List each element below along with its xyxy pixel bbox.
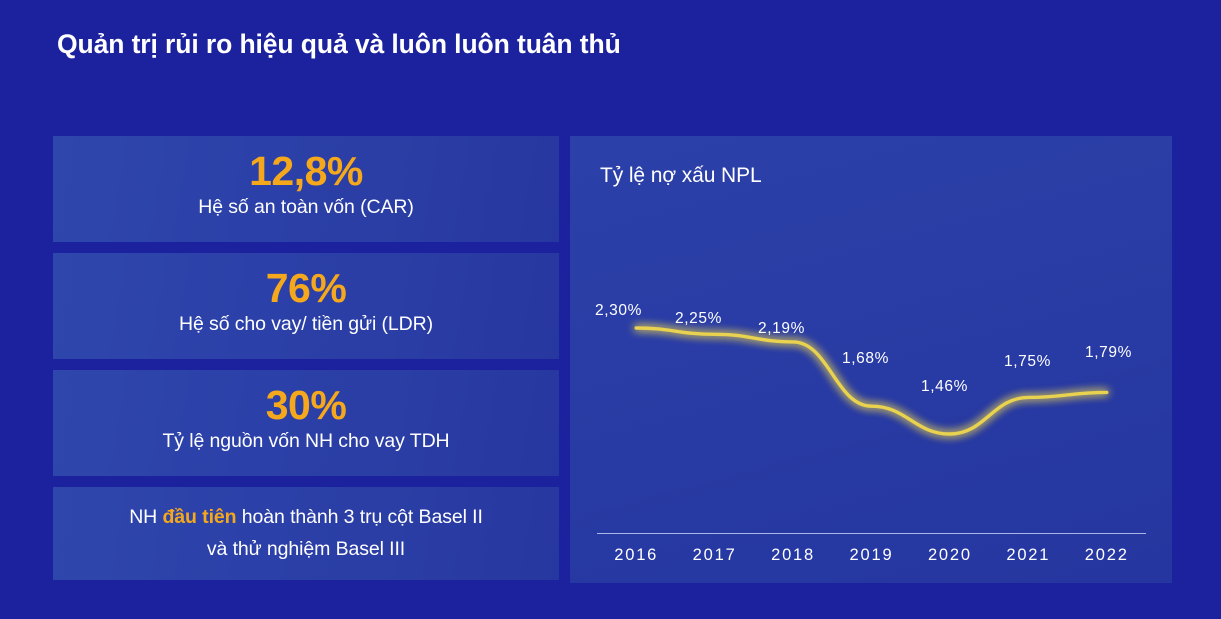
x-axis-labels: 2016 2017 2018 2019 2020 2021 2022 [597, 546, 1146, 576]
basel-note-suffix: hoàn thành 3 trụ cột Basel II [236, 506, 483, 528]
basel-note-card: NH đầu tiên hoàn thành 3 trụ cột Basel I… [53, 487, 559, 580]
npl-chart-panel: Tỷ lệ nợ xấu NPL 2,30% 2,25% 2,19% 1,68%… [570, 136, 1172, 583]
x-tick-2022: 2022 [1084, 546, 1129, 564]
data-label-2020: 1,46% [921, 378, 968, 395]
stat-card-ldr: 76% Hệ số cho vay/ tiền gửi (LDR) [53, 253, 559, 359]
x-tick-2018: 2018 [771, 546, 815, 564]
data-label-2022: 1,79% [1085, 344, 1132, 361]
stat-value-car: 12,8% [249, 148, 363, 194]
data-label-2016: 2,30% [595, 302, 642, 319]
x-axis-line [597, 533, 1146, 534]
chart-title: Tỷ lệ nợ xấu NPL [600, 164, 762, 187]
x-tick-2020: 2020 [927, 546, 972, 564]
basel-note-line-1: NH đầu tiên hoàn thành 3 trụ cột Basel I… [53, 502, 559, 534]
data-label-2019: 1,68% [842, 350, 889, 367]
stat-label-ldr: Hệ số cho vay/ tiền gửi (LDR) [179, 313, 433, 336]
basel-note-highlight: đầu tiên [162, 506, 237, 528]
stat-card-tdh: 30% Tỷ lệ nguồn vốn NH cho vay TDH [53, 370, 559, 476]
stat-label-car: Hệ số an toàn vốn (CAR) [198, 196, 414, 219]
stat-card-car: 12,8% Hệ số an toàn vốn (CAR) [53, 136, 559, 242]
page-title: Quản trị rủi ro hiệu quả và luôn luôn tu… [57, 29, 621, 59]
x-tick-2019: 2019 [849, 546, 894, 564]
data-label-2017: 2,25% [675, 310, 722, 327]
basel-note-prefix: NH [129, 506, 163, 528]
data-label-2018: 2,19% [758, 320, 805, 337]
npl-line-chart [634, 326, 1109, 436]
stats-card-list: 12,8% Hệ số an toàn vốn (CAR) 76% Hệ số … [53, 136, 559, 580]
basel-note-line-2: và thử nghiệm Basel III [206, 537, 406, 560]
x-tick-2017: 2017 [692, 546, 737, 564]
stat-value-tdh: 30% [265, 382, 347, 428]
stat-value-ldr: 76% [265, 265, 347, 311]
stat-label-tdh: Tỷ lệ nguồn vốn NH cho vay TDH [162, 430, 450, 453]
data-label-2021: 1,75% [1004, 353, 1051, 370]
x-tick-2016: 2016 [614, 546, 659, 564]
npl-line-path [634, 326, 1109, 436]
x-tick-2021: 2021 [1006, 546, 1051, 564]
